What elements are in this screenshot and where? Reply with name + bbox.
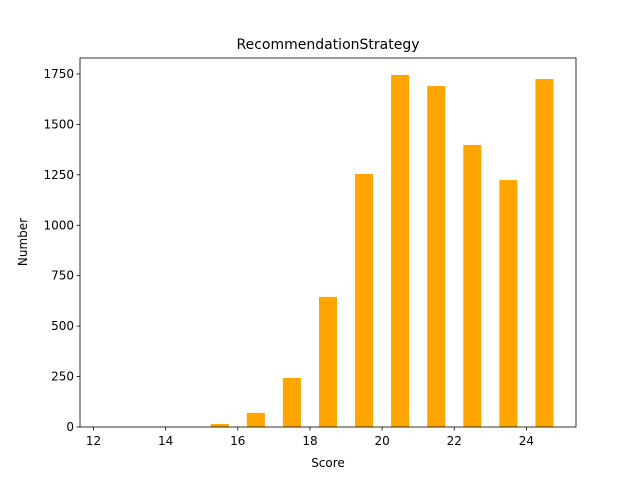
bar bbox=[499, 180, 518, 427]
x-tick-label: 12 bbox=[86, 434, 101, 448]
y-tick-label: 500 bbox=[51, 319, 74, 333]
plot-frame bbox=[79, 57, 577, 428]
y-tick-label: 1750 bbox=[43, 67, 74, 81]
bar bbox=[246, 412, 265, 427]
y-tick-label: 0 bbox=[66, 420, 74, 434]
bar bbox=[210, 423, 229, 427]
x-tick-label: 16 bbox=[230, 434, 245, 448]
y-tick-label: 250 bbox=[51, 370, 74, 384]
y-tick-label: 1500 bbox=[43, 117, 74, 131]
x-axis-label: Score bbox=[311, 456, 345, 470]
bar bbox=[282, 377, 301, 427]
bar bbox=[355, 174, 374, 427]
x-tick-label: 24 bbox=[519, 434, 534, 448]
bar bbox=[391, 74, 410, 428]
bar bbox=[427, 86, 446, 428]
bar bbox=[318, 296, 338, 427]
x-tick-label: 22 bbox=[447, 434, 462, 448]
x-tick-label: 18 bbox=[302, 434, 317, 448]
y-tick-label: 750 bbox=[51, 269, 74, 283]
x-tick-label: 20 bbox=[374, 434, 389, 448]
y-tick-label: 1000 bbox=[43, 218, 74, 232]
x-tick-label: 14 bbox=[158, 434, 173, 448]
y-axis-label: Number bbox=[16, 218, 30, 266]
bar bbox=[535, 78, 554, 427]
y-tick-label: 1250 bbox=[43, 168, 74, 182]
bar bbox=[463, 144, 482, 427]
chart-title: RecommendationStrategy bbox=[236, 37, 419, 53]
